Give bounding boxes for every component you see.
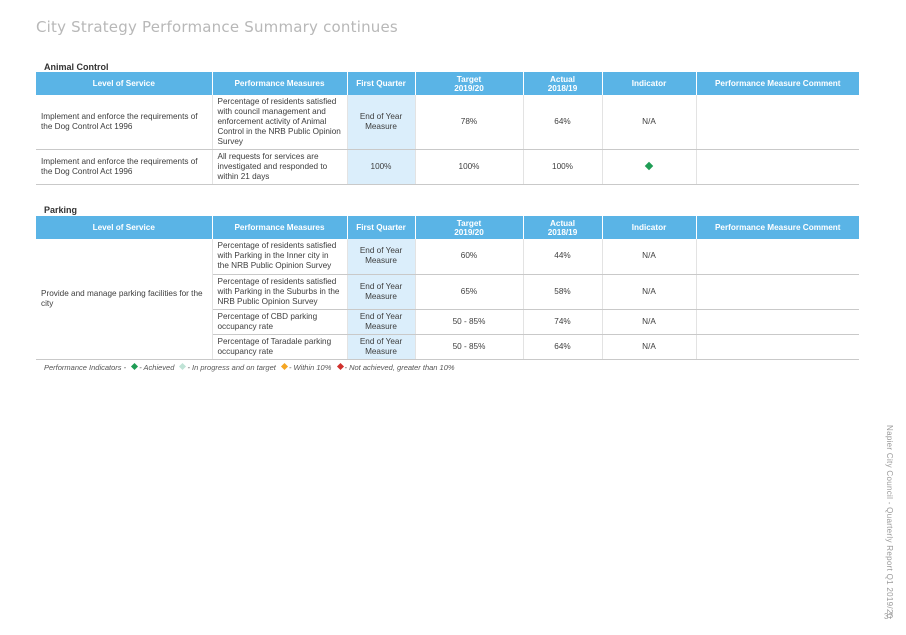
table-row: Provide and manage parking facilities fo… bbox=[36, 239, 859, 360]
header-actual: Actual 2018/19 bbox=[523, 72, 603, 95]
header-performance-measures: Performance Measures bbox=[212, 216, 348, 239]
first-quarter-cell: End of Year Measure bbox=[347, 239, 416, 275]
within-10-diamond-icon bbox=[280, 362, 288, 371]
table-header-row: Level of Service Performance Measures Fi… bbox=[36, 216, 859, 239]
first-quarter-cell: 100% bbox=[347, 149, 416, 185]
level-of-service-cell: Provide and manage parking facilities fo… bbox=[36, 239, 213, 360]
section-title-parking: Parking bbox=[44, 205, 78, 215]
actual-cell: 44% bbox=[523, 239, 603, 275]
header-comment: Performance Measure Comment bbox=[696, 216, 859, 239]
header-comment: Performance Measure Comment bbox=[696, 72, 859, 95]
actual-cell: 64% bbox=[523, 334, 603, 360]
legend-prefix: Performance Indicators - bbox=[44, 363, 127, 372]
page-title: City Strategy Performance Summary contin… bbox=[36, 18, 398, 36]
header-performance-measures: Performance Measures bbox=[212, 72, 348, 95]
achieved-diamond-icon bbox=[131, 362, 139, 371]
header-indicator: Indicator bbox=[602, 72, 697, 95]
measure-cell: All requests for services are investigat… bbox=[212, 149, 348, 185]
parking-table: Level of Service Performance Measures Fi… bbox=[36, 216, 859, 360]
comment-cell bbox=[696, 309, 859, 335]
measure-cell: Percentage of Taradale parking occupancy… bbox=[212, 334, 348, 360]
actual-cell: 74% bbox=[523, 309, 603, 335]
comment-cell bbox=[696, 95, 859, 150]
table-header-row: Level of Service Performance Measures Fi… bbox=[36, 72, 859, 95]
actual-cell: 64% bbox=[523, 95, 603, 150]
measure-cell: Percentage of CBD parking occupancy rate bbox=[212, 309, 348, 335]
not-achieved-diamond-icon bbox=[336, 362, 344, 371]
first-quarter-cell: End of Year Measure bbox=[347, 334, 416, 360]
target-cell: 50 - 85% bbox=[415, 309, 524, 335]
table-row: Percentage of residents satisfied with P… bbox=[36, 274, 859, 310]
side-footer-text: Napier City Council - Quarterly Report Q… bbox=[885, 425, 894, 619]
target-cell: 100% bbox=[415, 149, 524, 185]
header-indicator: Indicator bbox=[602, 216, 697, 239]
indicator-cell: N/A bbox=[602, 274, 697, 310]
comment-cell bbox=[696, 239, 859, 275]
header-level-of-service: Level of Service bbox=[36, 72, 213, 95]
legend-not-achieved: - Not achieved, greater than 10% bbox=[344, 363, 455, 372]
indicator-cell: N/A bbox=[602, 334, 697, 360]
header-actual: Actual 2018/19 bbox=[523, 216, 603, 239]
table-row: Percentage of Taradale parking occupancy… bbox=[36, 334, 859, 360]
legend-achieved: - Achieved bbox=[139, 363, 175, 372]
indicator-cell: N/A bbox=[602, 95, 697, 150]
in-progress-diamond-icon bbox=[179, 362, 187, 371]
measure-cell: Percentage of residents satisfied with P… bbox=[212, 274, 348, 310]
table-row: Percentage of CBD parking occupancy rate… bbox=[36, 309, 859, 335]
section-title-animal-control: Animal Control bbox=[44, 62, 109, 72]
target-cell: 60% bbox=[415, 239, 524, 275]
table-row: Implement and enforce the requirements o… bbox=[36, 95, 859, 150]
legend-in-progress: - In progress and on target bbox=[187, 363, 276, 372]
header-first-quarter: First Quarter bbox=[347, 216, 416, 239]
first-quarter-cell: End of Year Measure bbox=[347, 95, 416, 150]
actual-cell: 100% bbox=[523, 149, 603, 185]
measure-cell: Percentage of residents satisfied with c… bbox=[212, 95, 348, 150]
level-of-service-cell: Implement and enforce the requirements o… bbox=[36, 95, 213, 150]
indicator-cell bbox=[602, 149, 697, 185]
page-number: 37 bbox=[884, 612, 893, 621]
measure-cell: Percentage of residents satisfied with P… bbox=[212, 239, 348, 275]
indicator-cell: N/A bbox=[602, 239, 697, 275]
first-quarter-cell: End of Year Measure bbox=[347, 309, 416, 335]
performance-indicator-legend: Performance Indicators - - Achieved - In… bbox=[44, 362, 455, 372]
level-of-service-cell: Implement and enforce the requirements o… bbox=[36, 149, 213, 185]
header-target: Target 2019/20 bbox=[415, 72, 524, 95]
legend-within-10: - Within 10% bbox=[288, 363, 332, 372]
comment-cell bbox=[696, 334, 859, 360]
header-first-quarter: First Quarter bbox=[347, 72, 416, 95]
target-cell: 78% bbox=[415, 95, 524, 150]
actual-cell: 58% bbox=[523, 274, 603, 310]
animal-control-table: Level of Service Performance Measures Fi… bbox=[36, 72, 859, 185]
target-cell: 65% bbox=[415, 274, 524, 310]
header-target: Target 2019/20 bbox=[415, 216, 524, 239]
achieved-diamond-icon bbox=[644, 161, 654, 171]
table-row: Implement and enforce the requirements o… bbox=[36, 149, 859, 185]
first-quarter-cell: End of Year Measure bbox=[347, 274, 416, 310]
target-cell: 50 - 85% bbox=[415, 334, 524, 360]
comment-cell bbox=[696, 274, 859, 310]
indicator-cell: N/A bbox=[602, 309, 697, 335]
comment-cell bbox=[696, 149, 859, 185]
header-level-of-service: Level of Service bbox=[36, 216, 213, 239]
